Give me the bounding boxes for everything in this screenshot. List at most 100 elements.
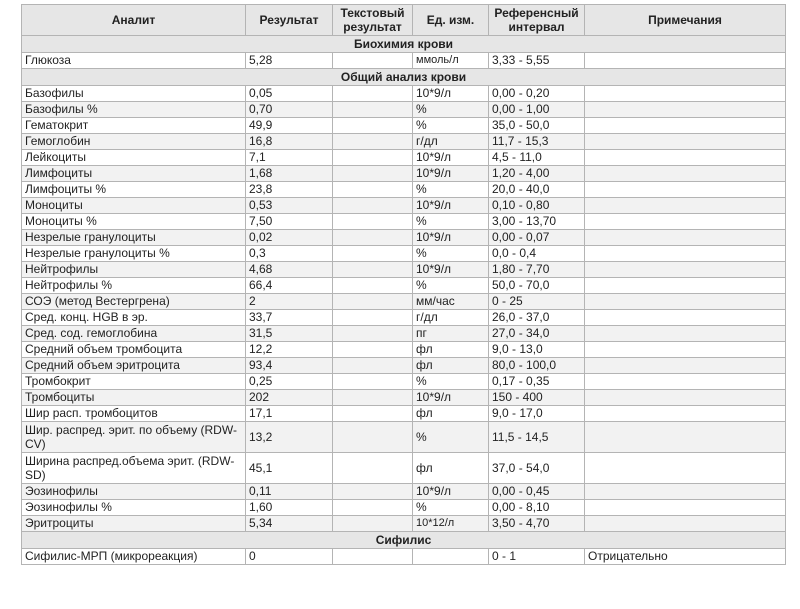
cell-reference-interval: 50,0 - 70,0 bbox=[488, 277, 585, 294]
cell-unit: % bbox=[412, 117, 489, 134]
cell-reference-interval: 37,0 - 54,0 bbox=[488, 452, 585, 484]
cell-analyte: Незрелые гранулоциты bbox=[21, 229, 246, 246]
cell-analyte: Гематокрит bbox=[21, 117, 246, 134]
table-row: Эозинофилы % 1,60% 0,00 - 8,10 bbox=[21, 499, 786, 516]
cell-notes bbox=[584, 245, 786, 262]
cell-text-result bbox=[332, 483, 413, 500]
cell-reference-interval: 3,50 - 4,70 bbox=[488, 515, 585, 532]
table-row: Тромбоциты 202 10*9/л 150 - 400 bbox=[21, 389, 786, 406]
table-row: Ширина распред.объема эрит. (RDW-SD) 45,1… bbox=[21, 452, 786, 484]
cell-result: 5,28 bbox=[245, 52, 333, 69]
cell-result: 0,3 bbox=[245, 245, 333, 262]
cell-notes bbox=[584, 277, 786, 294]
cell-analyte: Эозинофилы % bbox=[21, 499, 246, 516]
cell-unit: фл bbox=[412, 452, 489, 484]
cell-analyte: Незрелые гранулоциты % bbox=[21, 245, 246, 262]
cell-text-result bbox=[332, 341, 413, 358]
header-row: Аналит Результат Текстовый результат Ед.… bbox=[21, 4, 786, 36]
cell-notes bbox=[584, 421, 786, 453]
table-row: Шир расп. тромбоцитов 17,1 фл 9,0 - 17,0 bbox=[21, 405, 786, 422]
cell-unit: 10*9/л bbox=[412, 483, 489, 500]
cell-text-result bbox=[332, 133, 413, 150]
cell-text-result bbox=[332, 261, 413, 278]
cell-notes bbox=[584, 293, 786, 310]
cell-text-result bbox=[332, 101, 413, 118]
cell-notes bbox=[584, 165, 786, 182]
cell-analyte: Сред. сод. гемоглобина bbox=[21, 325, 246, 342]
cell-text-result bbox=[332, 245, 413, 262]
cell-notes bbox=[584, 309, 786, 326]
cell-unit: % bbox=[412, 277, 489, 294]
cell-text-result bbox=[332, 52, 413, 69]
cell-result: 0,53 bbox=[245, 197, 333, 214]
header-result: Результат bbox=[245, 4, 333, 36]
cell-notes bbox=[584, 197, 786, 214]
header-reference-interval: Референсный интервал bbox=[488, 4, 585, 36]
cell-reference-interval: 0,00 - 0,45 bbox=[488, 483, 585, 500]
cell-result: 4,68 bbox=[245, 261, 333, 278]
cell-result: 0 bbox=[245, 548, 333, 565]
cell-analyte: Базофилы bbox=[21, 85, 246, 102]
cell-reference-interval: 0,17 - 0,35 bbox=[488, 373, 585, 390]
cell-result: 0,25 bbox=[245, 373, 333, 390]
table-row: Незрелые гранулоциты 0,02 10*9/л 0,00 - 0,0… bbox=[21, 229, 786, 246]
cell-result: 13,2 bbox=[245, 421, 333, 453]
cell-text-result bbox=[332, 452, 413, 484]
table-row: Глюкоза 5,28 ммоль/л 3,33 - 5,55 bbox=[21, 52, 786, 69]
cell-unit: пг bbox=[412, 325, 489, 342]
cell-unit: г/дл bbox=[412, 309, 489, 326]
cell-analyte: Сифилис-МРП (микрореакция) bbox=[21, 548, 246, 565]
lab-results-container: Аналит Результат Текстовый результат Ед.… bbox=[21, 4, 786, 565]
cell-result: 0,05 bbox=[245, 85, 333, 102]
table-row: Лимфоциты % 23,8% 20,0 - 40,0 bbox=[21, 181, 786, 198]
cell-unit: % bbox=[412, 373, 489, 390]
cell-unit: % bbox=[412, 181, 489, 198]
cell-result: 1,60 bbox=[245, 499, 333, 516]
cell-unit: % bbox=[412, 213, 489, 230]
cell-notes bbox=[584, 452, 786, 484]
cell-analyte: Ширина распред.объема эрит. (RDW-SD) bbox=[21, 452, 246, 484]
cell-result: 0,70 bbox=[245, 101, 333, 118]
table-row: Лимфоциты 1,68 10*9/л 1,20 - 4,00 bbox=[21, 165, 786, 182]
cell-reference-interval: 26,0 - 37,0 bbox=[488, 309, 585, 326]
cell-notes: Отрицательно bbox=[584, 548, 786, 565]
cell-unit: фл bbox=[412, 357, 489, 374]
cell-unit: г/дл bbox=[412, 133, 489, 150]
cell-analyte: Лимфоциты % bbox=[21, 181, 246, 198]
cell-analyte: Средний объем эритроцита bbox=[21, 357, 246, 374]
cell-unit: 10*9/л bbox=[412, 389, 489, 406]
cell-reference-interval: 80,0 - 100,0 bbox=[488, 357, 585, 374]
cell-notes bbox=[584, 85, 786, 102]
table-row: Сифилис-МРП (микрореакция) 0 0 - 1 Отрицате… bbox=[21, 548, 786, 565]
cell-result: 45,1 bbox=[245, 452, 333, 484]
cell-notes bbox=[584, 499, 786, 516]
cell-unit: ммоль/л bbox=[412, 52, 489, 69]
header-notes: Примечания bbox=[584, 4, 786, 36]
cell-text-result bbox=[332, 165, 413, 182]
cell-notes bbox=[584, 515, 786, 532]
cell-reference-interval: 1,80 - 7,70 bbox=[488, 261, 585, 278]
section-title: Общий анализ крови bbox=[21, 68, 786, 86]
cell-reference-interval: 1,20 - 4,00 bbox=[488, 165, 585, 182]
cell-text-result bbox=[332, 149, 413, 166]
cell-analyte: Лейкоциты bbox=[21, 149, 246, 166]
cell-unit: % bbox=[412, 245, 489, 262]
cell-notes bbox=[584, 357, 786, 374]
cell-result: 17,1 bbox=[245, 405, 333, 422]
cell-notes bbox=[584, 389, 786, 406]
cell-result: 66,4 bbox=[245, 277, 333, 294]
table-row: Гематокрит 49,9% 35,0 - 50,0 bbox=[21, 117, 786, 134]
cell-unit: мм/час bbox=[412, 293, 489, 310]
section-header-row: Сифилис bbox=[21, 531, 786, 549]
table-body: Биохимия крови Глюкоза 5,28 ммоль/л 3,33 - 5… bbox=[21, 35, 786, 565]
section-title: Сифилис bbox=[21, 531, 786, 549]
table-row: Нейтрофилы % 66,4% 50,0 - 70,0 bbox=[21, 277, 786, 294]
cell-reference-interval: 4,5 - 11,0 bbox=[488, 149, 585, 166]
cell-notes bbox=[584, 133, 786, 150]
cell-analyte: Тромбокрит bbox=[21, 373, 246, 390]
cell-notes bbox=[584, 261, 786, 278]
cell-analyte: Глюкоза bbox=[21, 52, 246, 69]
cell-unit: 10*9/л bbox=[412, 85, 489, 102]
cell-result: 16,8 bbox=[245, 133, 333, 150]
cell-analyte: Тромбоциты bbox=[21, 389, 246, 406]
